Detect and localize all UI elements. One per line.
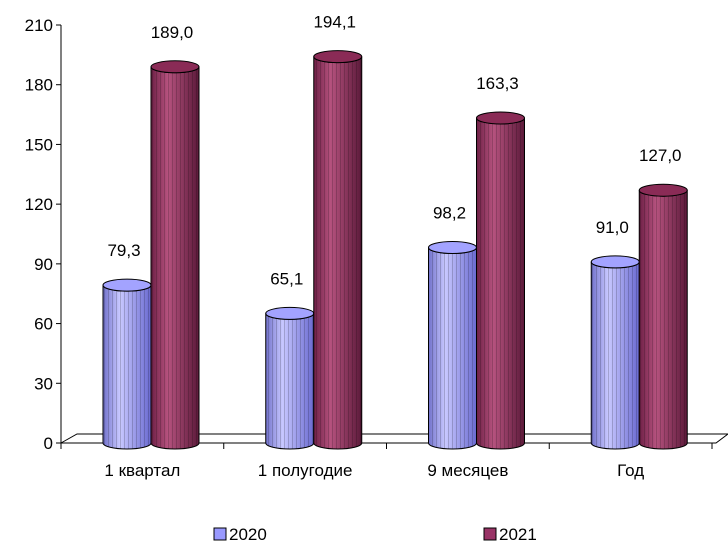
bar-2021-4 [638,183,688,450]
bar-top [428,241,477,255]
data-label: 98,2 [433,204,466,223]
bar-shading [103,285,151,449]
y-tick-label: 60 [34,315,53,334]
bar-2020-1 [102,278,152,450]
bar-top [638,183,688,197]
legend-swatch [483,527,497,541]
data-label: 65,1 [270,269,303,288]
legend-item-2020: 2020 [213,525,267,544]
bar-top [265,306,315,320]
bar-shading [428,247,477,449]
data-label: 127,0 [639,146,682,165]
bar-2020-2 [265,306,315,450]
bar-shading [151,66,199,450]
bar-2021-1 [150,60,200,450]
bar-top [590,255,640,269]
bar-shading [313,56,362,450]
y-tick-label: 30 [34,374,53,393]
data-label: 91,0 [596,218,629,237]
data-label: 79,3 [107,241,140,260]
bar-shading [476,117,525,450]
bar-2021-3 [476,111,525,450]
bar-top [150,60,200,74]
bar-shading [591,261,640,449]
y-tick-label: 90 [34,255,53,274]
x-tick-label: 9 месяцев [427,461,508,480]
y-tick-label: 0 [44,434,53,453]
y-tick-label: 120 [25,195,53,214]
legend-item-2021: 2021 [483,525,537,544]
y-tick-label: 180 [25,76,53,95]
bar-2020-4 [590,255,640,450]
bar-shading [639,190,688,449]
y-tick-label: 150 [25,135,53,154]
legend-swatch [213,527,227,541]
data-label: 163,3 [476,74,519,93]
legend-label: 2020 [229,525,267,544]
y-tick-label: 210 [25,16,53,35]
bar-shading [265,313,314,449]
x-tick-label: 1 полугодие [258,461,353,480]
bar-top [476,111,525,125]
x-tick-label: Год [617,461,644,480]
bar-top [313,50,363,64]
bar-2021-2 [313,50,363,450]
legend-label: 2021 [499,525,537,544]
bar-2020-3 [428,241,477,450]
data-label: 189,0 [151,23,194,42]
data-label: 194,1 [313,13,356,32]
x-tick-label: 1 квартал [104,461,180,480]
bar-top [102,278,152,292]
